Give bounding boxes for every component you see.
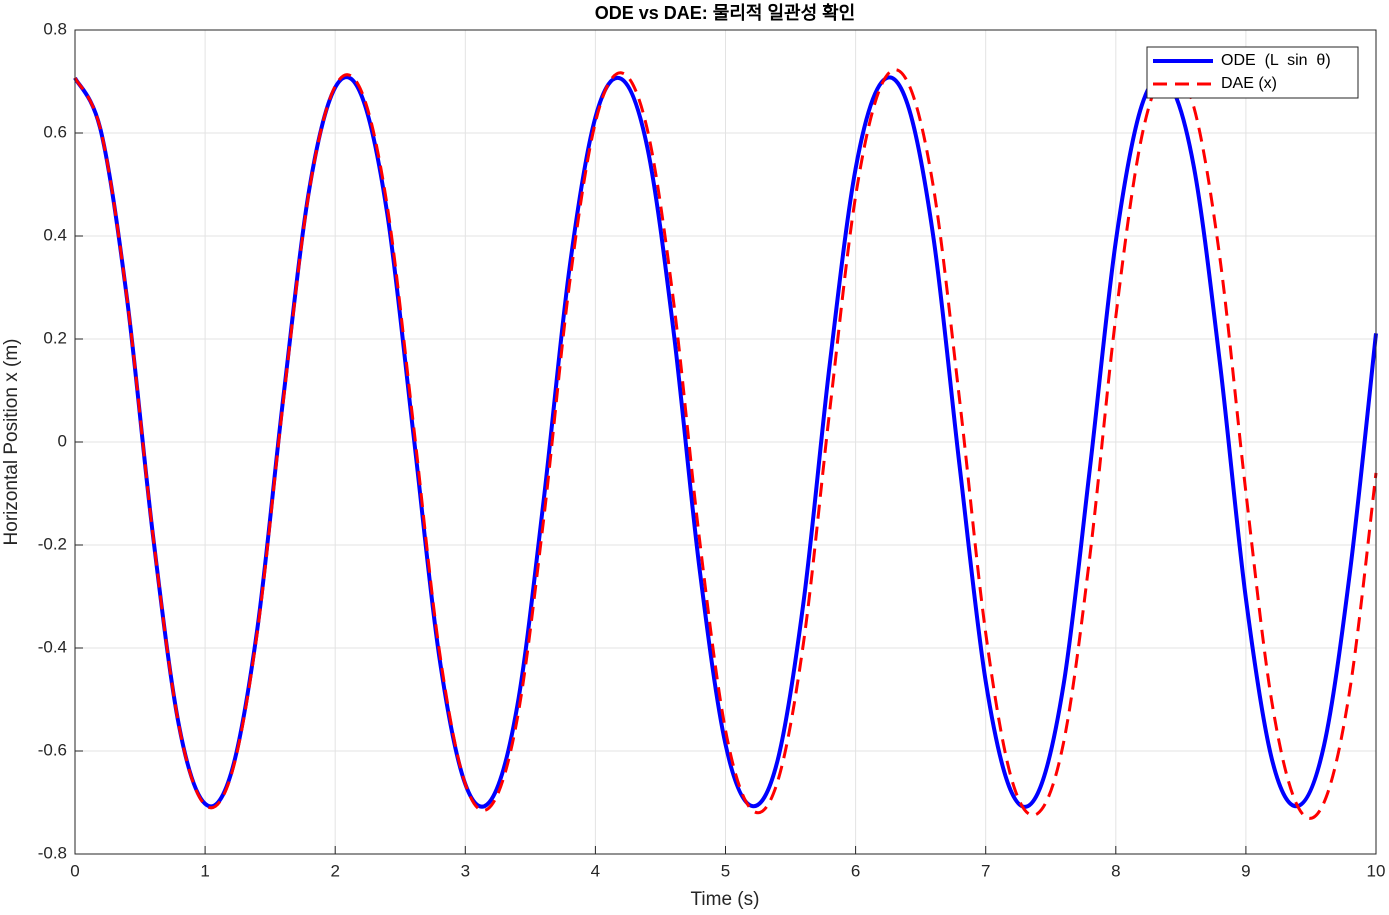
y-tick-label: -0.4 [38,637,67,656]
chart-title: ODE vs DAE: 물리적 일관성 확인 [595,3,856,23]
y-tick-label: 0.2 [43,328,67,347]
y-tick-label: 0.8 [43,19,67,38]
x-tick-label: 3 [461,861,470,880]
x-tick-label: 8 [1111,861,1120,880]
legend-label: ODE (L sin θ) [1221,52,1331,69]
x-tick-label: 2 [330,861,339,880]
y-tick-label: -0.8 [38,843,67,862]
y-tick-label: -0.6 [38,740,67,759]
x-tick-label: 7 [981,861,990,880]
y-tick-label: 0.4 [43,225,67,244]
x-tick-label: 6 [851,861,860,880]
legend-label: DAE (x) [1221,75,1277,92]
x-tick-label: 0 [70,861,79,880]
x-axis-label: Time (s) [691,889,760,910]
grid [74,29,1377,855]
x-tick-label: 5 [721,861,730,880]
y-tick-label: 0.6 [43,122,67,141]
x-tick-label: 9 [1241,861,1250,880]
legend-box [1146,46,1359,99]
x-tick-label: 1 [200,861,209,880]
y-axis-label: Horizontal Position x (m) [1,339,22,546]
ticks: 0 1 2 3 4 5 6 7 8 9 10 -0.8 -0.6 -0.4 -0.2 0 0.2 0.4 0.6 0.… [38,19,1386,880]
x-tick-label: 4 [591,861,600,880]
x-tick-label: 10 [1367,861,1386,880]
y-tick-label: -0.2 [38,534,67,553]
legend: ODE (L sin θ) DAE (x) [1146,46,1359,99]
y-tick-label: 0 [58,431,67,450]
